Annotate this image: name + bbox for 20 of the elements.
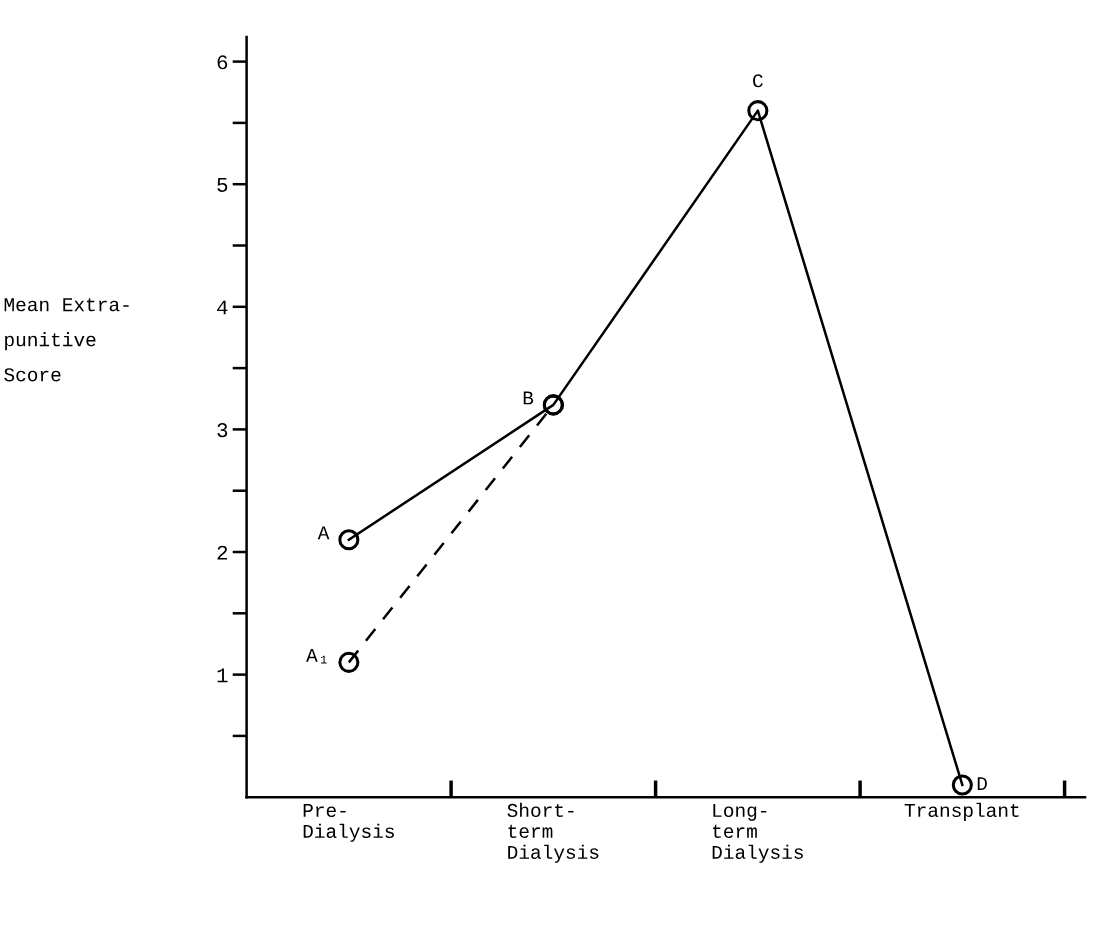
y-tick-label: 3 — [217, 423, 228, 438]
point — [951, 774, 973, 796]
point — [338, 651, 360, 673]
x-tick-label: Short- term Dialysis — [507, 802, 599, 863]
y-tick-label: 6 — [217, 55, 228, 70]
x-tick-label: Pre- Dialysis — [303, 804, 394, 842]
y-axis-title: Mean Extra- punitive Score — [4, 298, 129, 382]
point — [338, 529, 360, 551]
x-tick-label: Transplant — [904, 802, 1019, 821]
annotation: B — [523, 391, 534, 405]
x-tick-label: Long- term Dialysis — [712, 804, 803, 863]
annotation: D — [977, 777, 987, 790]
annotation: A₁ — [306, 649, 327, 664]
y-tick-label: 4 — [217, 300, 228, 315]
y-tick-label: 5 — [217, 178, 228, 192]
point — [747, 100, 769, 122]
annotation: A — [317, 526, 330, 540]
annotation: C — [753, 74, 763, 88]
y-tick-label: 1 — [217, 668, 228, 683]
y-tick-label: 2 — [217, 545, 228, 560]
